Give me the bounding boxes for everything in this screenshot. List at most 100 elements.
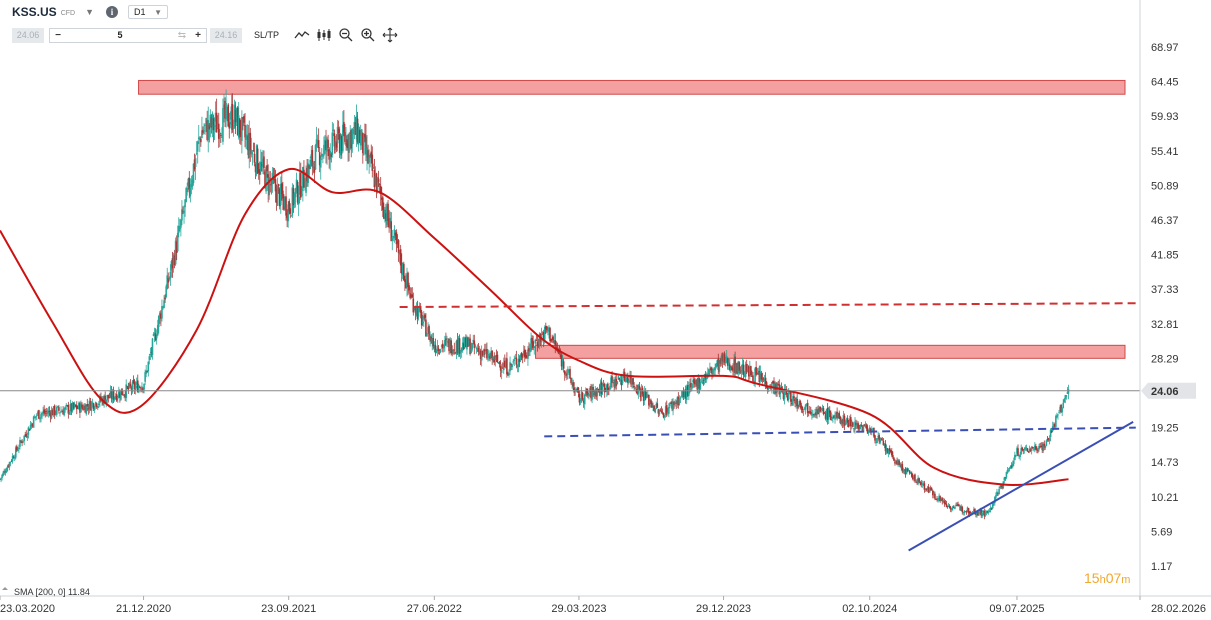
candle-body xyxy=(857,423,859,429)
zoom-in-icon[interactable] xyxy=(359,27,377,43)
candle-body xyxy=(72,402,75,408)
sltp-button[interactable]: SL/TP xyxy=(254,30,280,40)
candle-body xyxy=(183,210,185,213)
dropdown-arrow-icon[interactable]: ▼ xyxy=(85,7,94,17)
candle-body xyxy=(153,332,156,336)
candle-body xyxy=(771,381,773,389)
volume-stepper[interactable]: − 5 ⇆ + xyxy=(49,27,207,43)
candle-body xyxy=(209,114,212,127)
candle-body xyxy=(946,506,949,507)
candle-body xyxy=(130,387,133,390)
candle-body xyxy=(394,232,397,236)
y-tick-label: 41.85 xyxy=(1151,250,1179,262)
candle-body xyxy=(914,474,916,481)
candle-body xyxy=(145,370,147,374)
indicator-collapse-icon[interactable] xyxy=(2,587,8,590)
candle-body xyxy=(466,337,468,350)
timeframe-select[interactable]: D1 ▼ xyxy=(128,5,168,19)
instrument-type-tag: CFD xyxy=(60,9,76,17)
candle-body xyxy=(382,197,384,210)
swap-icon[interactable]: ⇆ xyxy=(177,29,187,41)
candle-chart-icon[interactable] xyxy=(315,27,333,43)
candle-body xyxy=(501,367,504,369)
candle-body xyxy=(132,379,135,384)
info-icon[interactable]: i xyxy=(106,6,118,18)
candle-body xyxy=(506,358,508,375)
candle-body xyxy=(242,117,244,119)
candle-body xyxy=(708,369,710,375)
candle-body xyxy=(115,394,118,401)
candle-body xyxy=(439,349,442,353)
candle-body xyxy=(597,388,600,390)
candle-body xyxy=(721,354,724,362)
candle-body xyxy=(241,116,243,141)
candle-body xyxy=(611,376,613,383)
candle-body xyxy=(875,441,877,443)
candle-body xyxy=(349,132,352,139)
candle-body xyxy=(453,349,456,351)
candle-body xyxy=(658,410,661,415)
candle-body xyxy=(697,377,700,390)
candle-body xyxy=(766,386,769,390)
candle-body xyxy=(994,496,996,503)
candle-body xyxy=(116,397,119,399)
candle-body xyxy=(476,349,479,351)
candle-body xyxy=(93,408,96,411)
candle-body xyxy=(543,326,546,340)
candle-body xyxy=(470,348,472,354)
candle-body xyxy=(57,406,59,408)
candle-body xyxy=(985,511,988,513)
candle-body xyxy=(230,106,233,120)
candle-body xyxy=(518,358,521,362)
candle-body xyxy=(806,402,809,414)
candle-body xyxy=(62,410,64,415)
candle-body xyxy=(858,428,861,430)
candle-body xyxy=(903,469,906,471)
candle-body xyxy=(90,402,93,411)
candle-body xyxy=(293,193,296,204)
candle-body xyxy=(290,215,293,217)
candle-body xyxy=(143,383,145,390)
candle-body xyxy=(1029,449,1032,451)
move-icon[interactable] xyxy=(381,27,399,43)
candle-body xyxy=(16,446,18,451)
zoom-out-icon[interactable] xyxy=(337,27,355,43)
y-tick-label: 5.69 xyxy=(1151,526,1172,538)
candle-body xyxy=(515,357,518,365)
candle-body xyxy=(92,403,95,410)
x-tick-label: 29.03.2023 xyxy=(551,603,606,615)
candle-body xyxy=(678,398,681,405)
candle-body xyxy=(350,130,353,149)
candle-body xyxy=(998,489,1000,495)
candle-body xyxy=(792,396,794,406)
candle-body xyxy=(643,390,646,401)
candle-body xyxy=(743,374,746,377)
candle-body xyxy=(537,344,540,347)
candle-body xyxy=(609,385,611,390)
candle-body xyxy=(121,388,123,395)
candle-body xyxy=(449,340,451,350)
candle-body xyxy=(731,366,733,371)
increase-button[interactable]: + xyxy=(195,29,201,41)
decrease-button[interactable]: − xyxy=(55,29,61,41)
candle-body xyxy=(468,339,470,346)
sma-indicator-label[interactable]: SMA [200, 0] 11.84 xyxy=(14,587,90,597)
candle-body xyxy=(258,169,261,175)
candle-body xyxy=(106,394,109,401)
volume-input[interactable]: 5 xyxy=(117,30,123,40)
candle-body xyxy=(222,108,224,142)
candle-body xyxy=(435,349,438,353)
line-chart-icon[interactable] xyxy=(293,27,311,43)
candle-body xyxy=(351,130,354,145)
candle-body xyxy=(649,401,651,404)
candle-body xyxy=(800,405,803,408)
sell-price-button[interactable]: 24.06 xyxy=(12,27,44,43)
candle-body xyxy=(126,386,129,388)
candle-body xyxy=(948,505,951,509)
candle-body xyxy=(974,508,976,513)
candle-body xyxy=(1054,424,1056,427)
candle-body xyxy=(252,150,255,152)
buy-price-button[interactable]: 24.16 xyxy=(210,27,242,43)
candle-body xyxy=(887,449,890,454)
